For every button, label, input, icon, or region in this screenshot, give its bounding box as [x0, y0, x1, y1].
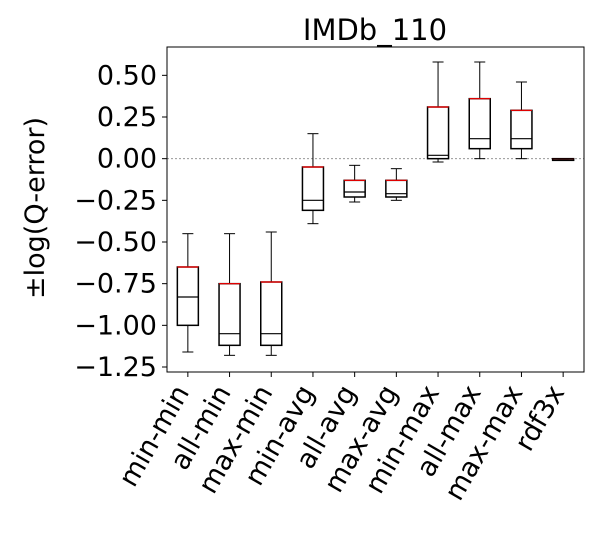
y-tick-label: −0.25: [74, 185, 157, 216]
box-max-avg: [385, 179, 408, 198]
y-tick-label: −0.75: [74, 269, 157, 300]
y-tick-label: 0.50: [97, 60, 157, 91]
box-all-min: [218, 282, 241, 347]
box-min-min: [176, 266, 200, 327]
box-all-avg: [343, 179, 366, 198]
y-axis-label: ±log(Q-error): [20, 117, 51, 299]
chart-title: IMDb_110: [303, 13, 447, 47]
y-tick-label: −1.25: [74, 352, 157, 383]
y-tick-label: 0.25: [97, 102, 157, 133]
y-tick-label: −1.00: [74, 310, 157, 341]
y-tick-label: −0.50: [74, 227, 157, 258]
box-max-min: [260, 281, 283, 347]
plot-frame: [166, 46, 585, 373]
box-max-max: [510, 109, 533, 150]
box-min-avg: [301, 166, 325, 212]
y-tick-label: 0.00: [97, 144, 157, 175]
box-min-max: [426, 106, 450, 160]
plot-area: 0.500.250.00−0.25−0.50−0.75−1.00−1.25min…: [74, 46, 585, 506]
box-all-max: [468, 97, 491, 150]
